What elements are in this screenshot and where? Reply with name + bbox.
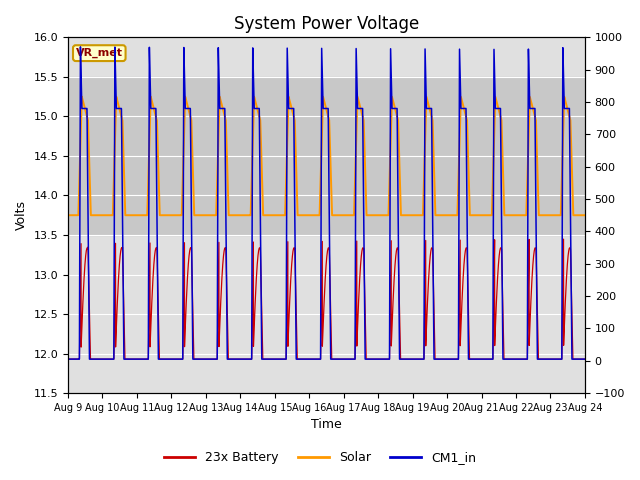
Solar: [175, 212, 182, 218]
CM1_in: [77, 44, 84, 50]
23x Battery: [581, 356, 589, 362]
CM1_in: [170, 356, 177, 362]
Solar: [258, 161, 266, 167]
23x Battery: [397, 356, 405, 362]
CM1_in: [581, 356, 589, 362]
CM1_in: [258, 345, 266, 350]
CM1_in: [175, 356, 182, 362]
Bar: [68, 77, 585, 235]
Legend: 23x Battery, Solar, CM1_in: 23x Battery, Solar, CM1_in: [159, 446, 481, 469]
23x Battery: [579, 356, 587, 362]
Line: Solar: Solar: [68, 96, 585, 215]
23x Battery: [170, 356, 177, 362]
Solar: [581, 212, 589, 218]
Text: VR_met: VR_met: [76, 48, 123, 58]
Y-axis label: Volts: Volts: [15, 200, 28, 230]
X-axis label: Time: Time: [311, 419, 342, 432]
Solar: [579, 212, 587, 218]
Solar: [471, 212, 479, 218]
Line: 23x Battery: 23x Battery: [68, 239, 585, 359]
Solar: [170, 212, 177, 218]
CM1_in: [64, 356, 72, 362]
23x Battery: [175, 356, 182, 362]
23x Battery: [258, 300, 266, 305]
Solar: [397, 212, 405, 218]
Title: System Power Voltage: System Power Voltage: [234, 15, 419, 33]
CM1_in: [471, 356, 479, 362]
Solar: [78, 94, 86, 99]
CM1_in: [579, 356, 587, 362]
23x Battery: [471, 356, 479, 362]
Line: CM1_in: CM1_in: [68, 47, 585, 359]
23x Battery: [560, 236, 568, 242]
CM1_in: [397, 356, 405, 362]
Solar: [64, 212, 72, 218]
23x Battery: [64, 356, 72, 362]
